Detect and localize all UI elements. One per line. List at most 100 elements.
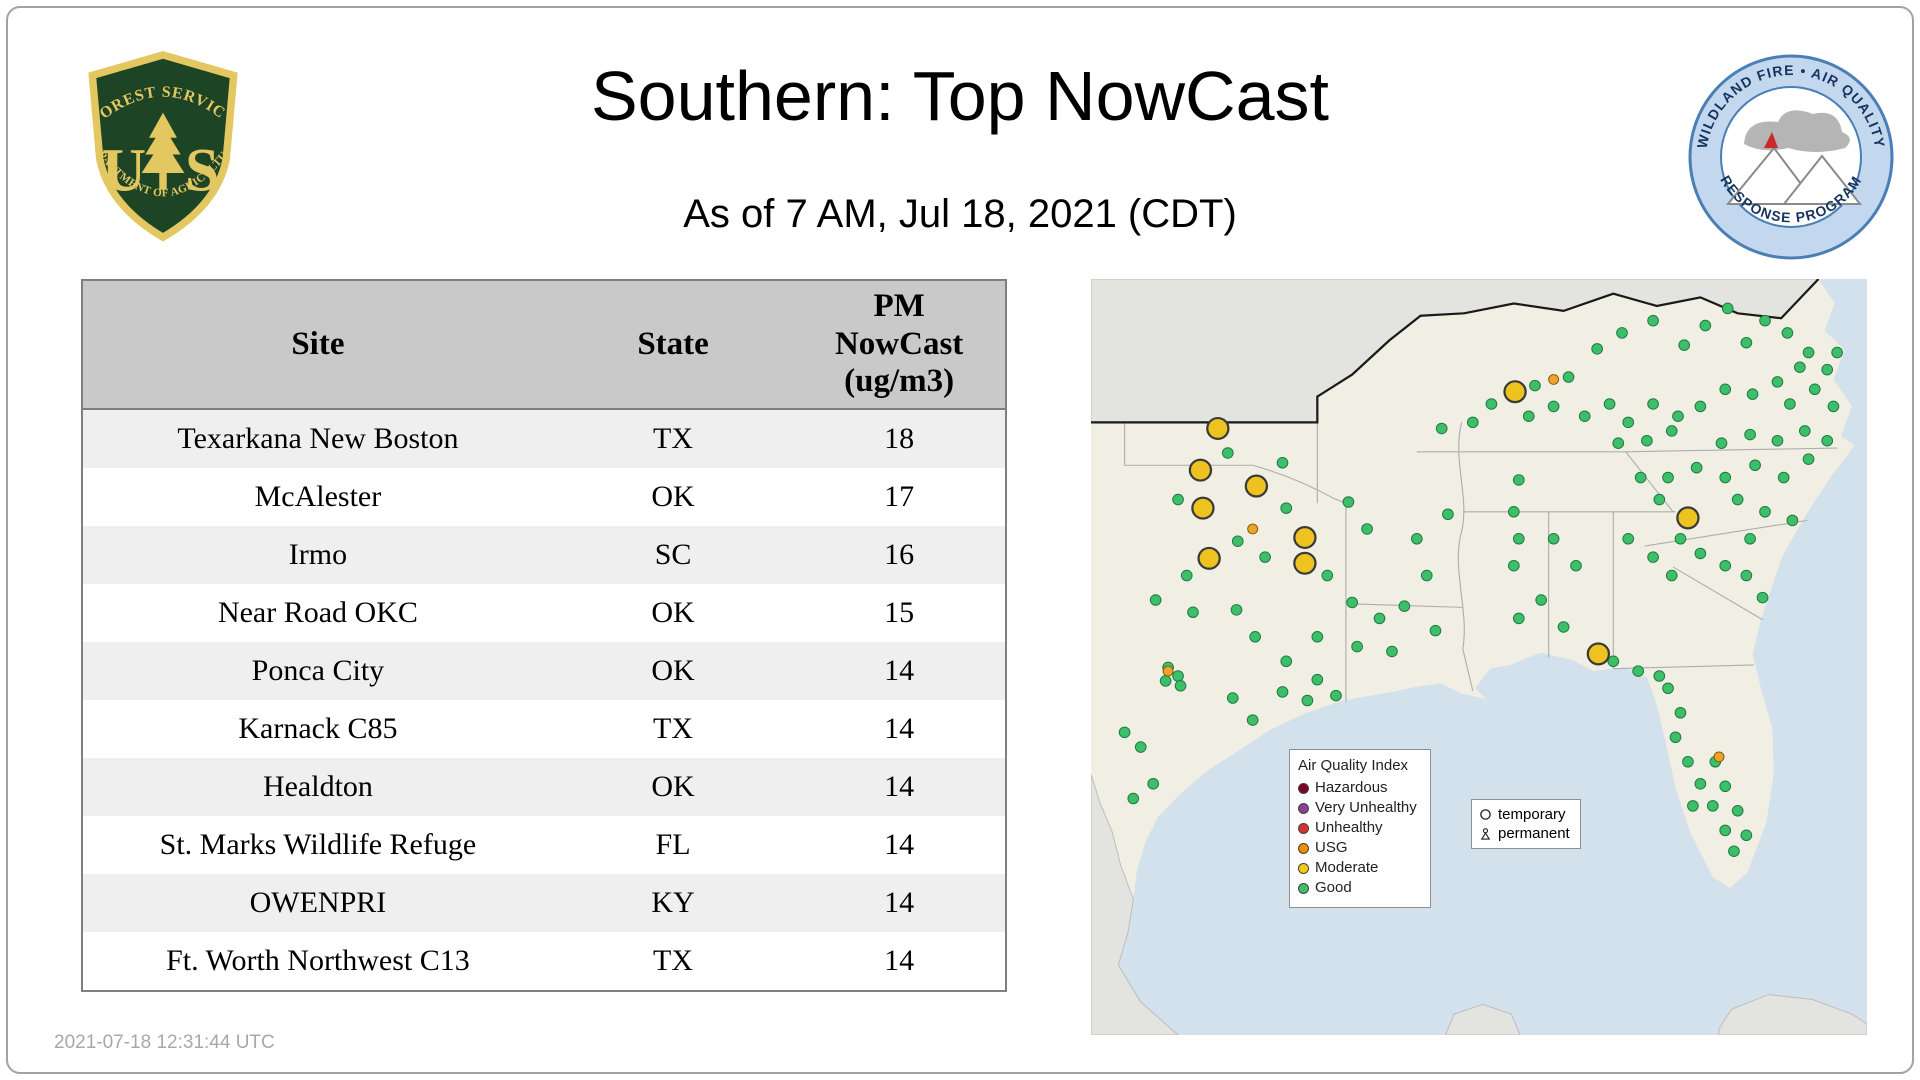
map-marker-good <box>1662 682 1674 695</box>
map-marker-good <box>1276 457 1289 469</box>
map-marker-good <box>1485 398 1498 410</box>
legend-item: Unhealthy <box>1298 819 1422 837</box>
land-yucatan <box>1444 1003 1521 1035</box>
map-marker-good <box>1512 612 1525 625</box>
map-marker-good <box>1547 533 1560 545</box>
table-row: Texarkana New Boston TX 18 <box>82 409 1006 468</box>
state-cell: SC <box>654 538 692 571</box>
legend-label: Unhealthy <box>1315 819 1383 836</box>
map-marker-good <box>1784 398 1796 410</box>
pm-nowcast-cell: 14 <box>884 944 915 977</box>
map-marker-good <box>1429 624 1442 637</box>
pm-nowcast-column-header: PM NowCast (ug/m3) <box>793 280 1006 410</box>
map-marker-good <box>1507 506 1520 518</box>
site-cell: OWENPRI <box>249 886 387 919</box>
map-marker-good <box>1715 437 1728 449</box>
map-marker-moderate <box>1244 474 1269 498</box>
permanent-monitor-icon <box>1480 828 1491 840</box>
map-marker-good <box>1731 805 1744 817</box>
map-marker-good <box>1632 665 1645 677</box>
map-marker-good <box>1672 410 1684 422</box>
map-marker-good <box>1647 398 1659 410</box>
state-cell: FL <box>655 828 691 861</box>
map-marker-good <box>1512 474 1525 486</box>
legend-color-dot <box>1298 782 1309 794</box>
legend-label: permanent <box>1498 825 1570 842</box>
map-marker-good <box>1740 336 1753 349</box>
wfaqrp-logo: WILDLAND FIRE • AIR QUALITY RESPONSE PRO… <box>1688 54 1894 260</box>
table-row: Near Road OKC OK 15 <box>82 584 1006 642</box>
map-marker-good <box>1529 379 1541 392</box>
map-marker-good <box>1311 631 1324 643</box>
mountains-icon <box>1725 146 1863 205</box>
map-marker-good <box>1786 514 1799 527</box>
flame-icon <box>1764 132 1778 148</box>
pm-nowcast-cell: 18 <box>884 422 915 455</box>
map-marker-good <box>1622 533 1635 545</box>
table-row: Ponca City OK 14 <box>82 642 1006 700</box>
fs-monogram-s: S <box>185 137 219 205</box>
map-marker-moderate <box>1293 526 1317 550</box>
table-row: St. Marks Wildlife Refuge FL 14 <box>82 816 1006 874</box>
map-marker-moderate-small <box>1713 751 1725 763</box>
map-marker-good <box>1647 314 1659 327</box>
map-marker-good <box>1442 508 1454 521</box>
map-marker-good <box>1547 400 1560 413</box>
legend-item-permanent: permanent <box>1479 824 1573 843</box>
map-marker-good <box>1522 410 1535 422</box>
map-marker-good <box>1249 631 1261 643</box>
forest-service-logo: FOREST SERVICE U S DEPARTMENT OF AGRICUL… <box>70 44 238 242</box>
map-marker-good <box>1694 547 1707 560</box>
pm-nowcast-cell: 16 <box>884 538 915 571</box>
legend-label: Hazardous <box>1315 779 1388 796</box>
map-marker-good <box>1280 502 1293 514</box>
map-marker-good <box>1719 559 1732 572</box>
map-marker-moderate <box>1188 458 1213 482</box>
marker-type-legend: temporary permanent <box>1471 799 1581 849</box>
site-column-header: Site <box>82 280 553 410</box>
map-marker-good <box>1749 459 1761 472</box>
map-marker-good <box>1798 425 1811 437</box>
state-cell: OK <box>651 654 695 687</box>
map-marker-good <box>1781 327 1794 339</box>
map-marker-good <box>1535 594 1548 606</box>
map-marker-good <box>1647 551 1659 563</box>
map-marker-good <box>1771 434 1784 447</box>
state-cell: OK <box>651 596 695 629</box>
map-marker-good <box>1159 675 1172 687</box>
legend-label: USG <box>1315 839 1348 856</box>
legend-label: Moderate <box>1315 859 1379 876</box>
map-marker-good <box>1808 383 1821 396</box>
pm-nowcast-cell: 14 <box>884 712 915 745</box>
map-marker-good <box>1694 778 1707 790</box>
map-markers <box>1118 302 1843 857</box>
legend-item: USG <box>1298 839 1422 857</box>
aqi-legend-title: Air Quality Index <box>1298 757 1409 774</box>
map-marker-good <box>1746 388 1759 400</box>
site-cell: Healdton <box>262 770 373 803</box>
map-marker-good <box>1678 339 1691 351</box>
map-marker-good <box>1653 493 1666 506</box>
legend-label: temporary <box>1498 806 1566 823</box>
map-marker-good <box>1694 400 1707 413</box>
map-marker-good <box>1719 383 1732 396</box>
map-marker-good <box>1321 569 1334 582</box>
map-marker-good <box>1346 596 1358 609</box>
map-marker-good <box>1373 612 1386 625</box>
map-marker-good <box>1682 756 1694 768</box>
map-marker-good <box>1147 778 1160 790</box>
map-marker-good <box>1802 346 1815 359</box>
map-marker-good <box>1435 422 1448 435</box>
map-marker-moderate-small <box>1247 523 1259 535</box>
legend-label: Very Unhealthy <box>1315 799 1417 816</box>
site-cell: Texarkana New Boston <box>177 422 459 455</box>
pm-nowcast-cell: 14 <box>884 654 915 687</box>
map-marker-good <box>1622 416 1635 429</box>
state-cell: OK <box>651 480 695 513</box>
legend-item: Moderate <box>1298 859 1422 877</box>
map-marker-good <box>1172 670 1184 682</box>
pm-nowcast-cell: 14 <box>884 886 915 919</box>
legend-item-temporary: temporary <box>1479 805 1573 824</box>
map-marker-good <box>1591 343 1603 355</box>
map-marker-good <box>1687 800 1699 812</box>
